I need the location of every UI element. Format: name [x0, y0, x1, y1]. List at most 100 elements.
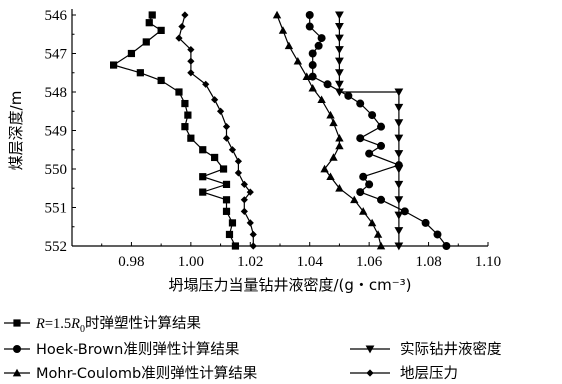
x-tick-label-4: 1.04 [297, 254, 324, 270]
series-4-point-11 [394, 119, 404, 128]
series-1-point-12 [181, 123, 189, 131]
series-3-point-1 [272, 10, 282, 19]
series-2-point-13 [356, 134, 365, 143]
series-3-point-19 [373, 230, 383, 238]
x-tick-label-2: 1.00 [178, 254, 204, 270]
series-1-point-2 [145, 19, 153, 27]
series-1-point-23 [225, 230, 234, 239]
series-2-point-3 [317, 34, 326, 43]
series-2 [305, 11, 451, 250]
axes: 0.98 1.00 1.02 1.04 1.06 1.08 1.10 546 547 548 549… [7, 8, 501, 294]
series-5-point-13 [234, 157, 242, 165]
series-4-point-9 [394, 88, 404, 97]
series-5-point-3 [175, 34, 183, 42]
series-4-point-18 [394, 227, 404, 235]
series-5-point-12 [228, 146, 237, 154]
series-1-point-14 [199, 146, 207, 154]
series-4-point-4 [335, 46, 344, 55]
series-1-point-7 [136, 69, 144, 77]
x-axis-title: 坍塌压力当量钻井液密度/(g・cm⁻³) [168, 276, 411, 294]
series-2-point-15 [365, 149, 374, 158]
series-2-point-22 [421, 218, 430, 227]
series-2-point-19 [356, 188, 365, 197]
series-2-point-21 [400, 207, 409, 216]
series-2-point-7 [308, 72, 317, 81]
x-tick-label-5: 1.06 [356, 254, 383, 270]
series-1-point-1 [148, 11, 156, 19]
series-3-point-13 [320, 164, 329, 173]
series-4-point-13 [394, 150, 404, 158]
series-4-line [338, 15, 400, 246]
series-2-point-2 [305, 22, 314, 31]
series-5-point-5 [187, 57, 195, 65]
series-5-point-19 [246, 219, 254, 227]
series-4-point-16 [394, 196, 404, 205]
series-4-point-10 [394, 103, 404, 112]
series-4-point-5 [335, 57, 344, 66]
series-2-point-14 [377, 141, 386, 150]
y-tick-label-2: 547 [45, 47, 68, 63]
series-1-point-3 [157, 26, 165, 34]
legend-marker-2 [13, 345, 21, 353]
series-1-point-22 [228, 219, 237, 227]
legend-label-2: Hoek-Brown准则弹性计算结果 [36, 341, 239, 358]
y-tick-label-4: 549 [45, 124, 68, 140]
series-1-point-17 [199, 173, 207, 181]
series-3-point-15 [335, 184, 344, 192]
series-1 [110, 11, 240, 250]
series-1-line [112, 14, 236, 247]
series-2-point-23 [433, 230, 442, 239]
series-1-point-4 [142, 38, 150, 46]
series-2-point-10 [356, 99, 365, 108]
legend-label-3: Mohr-Coulomb准则弹性计算结果 [36, 365, 257, 382]
series-1-point-16 [219, 165, 228, 173]
series-5-point-15 [240, 180, 248, 188]
legend-marker-5 [366, 369, 374, 377]
series-5-point-16 [246, 188, 254, 196]
series-4-point-3 [335, 34, 344, 43]
series-5-point-2 [178, 22, 186, 31]
series-4-point-8 [335, 88, 344, 97]
series-4 [335, 11, 404, 251]
series-4-point-6 [335, 69, 344, 78]
series-1-point-18 [222, 180, 231, 188]
series-3-point-18 [367, 218, 377, 227]
series-1-point-5 [127, 49, 136, 58]
series-5-point-8 [211, 96, 219, 104]
series-5-point-6 [187, 69, 195, 77]
legend-label-5: 地层压力 [400, 365, 458, 382]
series-5-point-17 [240, 196, 248, 204]
legend: R=1.5R0时弹塑性计算结果 Hoek-Brown准则弹性计算结果 Mohr-Co… [4, 315, 502, 382]
series-3 [272, 10, 386, 250]
series-1-point-19 [199, 188, 207, 196]
x-tick-label-1: 0.98 [118, 254, 144, 270]
series-2-point-6 [308, 61, 317, 70]
series-1-point-20 [222, 196, 231, 204]
series-4-point-17 [394, 211, 404, 220]
legend-label-4: 实际钻井液密度 [400, 341, 502, 358]
series-2-point-8 [323, 80, 332, 89]
series-2-point-18 [365, 180, 374, 189]
x-tick-label-7: 1.10 [475, 254, 501, 270]
series-5-point-1 [181, 11, 189, 19]
legend-marker-4 [365, 345, 375, 354]
series-2-point-17 [359, 172, 368, 181]
series-4-point-7 [335, 80, 344, 89]
plot-area [110, 10, 451, 251]
series-4-point-1 [335, 11, 344, 20]
series-5-point-10 [222, 123, 231, 131]
series-3-point-9 [329, 118, 338, 127]
legend-marker-3 [12, 368, 22, 377]
series-2-point-12 [377, 122, 386, 131]
x-tick-label-3: 1.02 [237, 254, 263, 270]
series-3-point-3 [284, 41, 294, 50]
x-tick-label-6: 1.08 [415, 254, 441, 270]
series-5-point-11 [222, 134, 231, 142]
series-3-point-7 [317, 95, 326, 104]
series-5-point-18 [240, 207, 248, 215]
legend-label-1: R=1.5R0时弹塑性计算结果 [35, 315, 201, 335]
series-3-point-8 [326, 110, 335, 119]
series-2-line [309, 15, 447, 247]
series-1-point-15 [211, 153, 219, 162]
series-5-point-9 [216, 107, 225, 115]
